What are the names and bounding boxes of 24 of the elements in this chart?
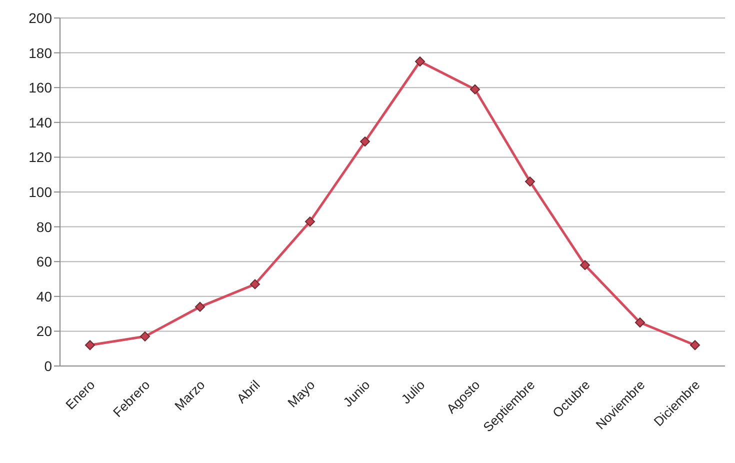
y-tick-label: 200: [28, 10, 52, 26]
point: [360, 136, 370, 147]
point: [195, 302, 205, 312]
point: [690, 340, 700, 350]
y-tick-label: 0: [44, 358, 52, 374]
point: [415, 56, 425, 66]
y-tick-label: 80: [36, 218, 52, 235]
y-tick-label: 140: [28, 114, 52, 130]
point: [305, 216, 315, 227]
y-tick-label: 100: [28, 184, 52, 200]
point: [85, 340, 95, 350]
y-tick-label: 20: [36, 323, 52, 340]
y-tick-label: 120: [28, 149, 52, 166]
x-tick-label: Julio: [398, 377, 428, 407]
y-tick-label: 60: [36, 254, 52, 270]
point: [140, 331, 150, 342]
point: [635, 318, 645, 328]
y-tick-label: 40: [36, 288, 52, 304]
point: [470, 84, 480, 94]
point: [250, 279, 260, 290]
y-tick-label: 180: [28, 44, 52, 61]
point: [580, 260, 590, 270]
y-tick-label: 160: [28, 80, 52, 96]
point: [525, 176, 535, 187]
